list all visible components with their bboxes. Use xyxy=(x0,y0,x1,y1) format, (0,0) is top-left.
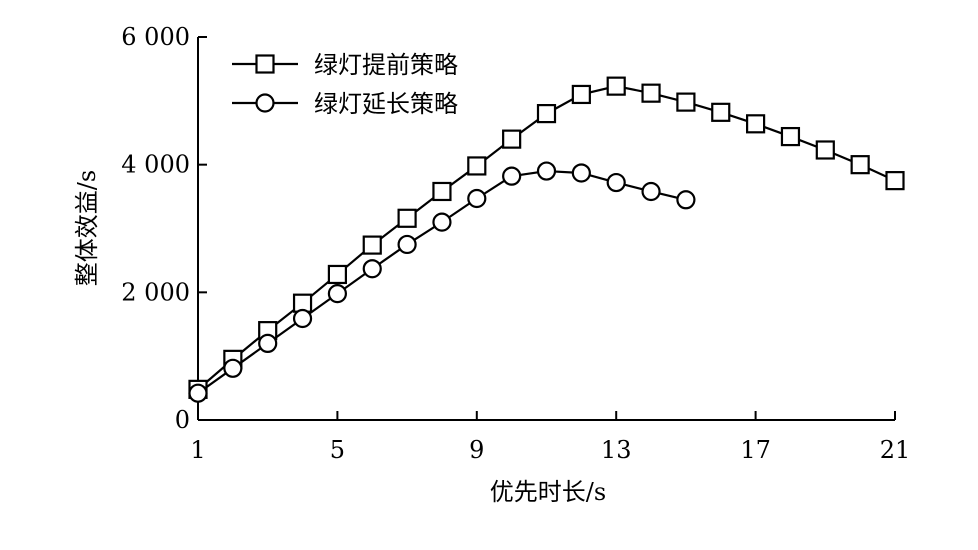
legend-label: 绿灯延长策略 xyxy=(314,90,458,118)
data-point xyxy=(571,163,591,183)
legend-marker xyxy=(255,54,275,74)
data-point xyxy=(745,114,766,134)
series-layer xyxy=(188,76,905,403)
data-point xyxy=(885,171,905,191)
data-point xyxy=(536,161,557,181)
y-tick-label: 6 000 xyxy=(121,23,190,51)
data-point xyxy=(467,156,487,176)
x-tick-label: 5 xyxy=(330,436,345,464)
data-point xyxy=(432,181,452,202)
data-point xyxy=(327,264,347,285)
data-point xyxy=(292,308,313,329)
data-point xyxy=(188,383,208,403)
data-point xyxy=(362,259,382,279)
x-tick-label: 21 xyxy=(880,436,911,464)
data-point xyxy=(676,190,696,210)
data-point xyxy=(467,188,487,209)
data-point xyxy=(223,358,243,378)
data-point xyxy=(850,155,870,175)
x-tick-label: 1 xyxy=(190,436,205,464)
legend-item-1: 绿灯提前策略 xyxy=(232,51,458,79)
y-tick-label: 2 000 xyxy=(121,278,190,306)
data-point xyxy=(780,126,801,147)
x-tick-label: 17 xyxy=(740,436,771,464)
data-point xyxy=(641,83,661,103)
y-axis-title: 整体效益/s xyxy=(73,170,101,286)
data-point xyxy=(432,212,452,232)
data-point xyxy=(502,129,522,149)
data-point xyxy=(397,234,417,255)
data-point xyxy=(397,208,417,228)
ticks: 1 5 9 13 17 21 0 2 000 4 000 6 000 xyxy=(121,23,910,464)
data-point xyxy=(327,284,347,304)
x-tick-label: 9 xyxy=(469,436,484,464)
y-tick-label: 0 xyxy=(175,406,190,434)
data-point xyxy=(676,92,696,112)
data-point xyxy=(606,76,626,96)
data-point xyxy=(502,166,522,186)
series-1 xyxy=(188,76,905,399)
data-point xyxy=(711,102,731,122)
axes xyxy=(197,37,895,421)
data-point xyxy=(606,172,626,193)
data-point xyxy=(258,333,278,353)
series-2 xyxy=(188,161,696,403)
legend-marker xyxy=(255,93,275,113)
data-point xyxy=(815,140,835,160)
x-axis-title: 优先时长/s xyxy=(490,478,606,506)
legend-label: 绿灯提前策略 xyxy=(314,51,458,79)
x-tick-label: 13 xyxy=(601,436,632,464)
y-tick-label: 4 000 xyxy=(121,151,190,179)
data-point xyxy=(641,181,661,202)
series-line xyxy=(197,169,687,395)
data-point xyxy=(362,235,382,255)
legend-item-2: 绿灯延长策略 xyxy=(232,90,458,118)
data-point xyxy=(571,84,591,105)
data-point xyxy=(536,103,557,124)
